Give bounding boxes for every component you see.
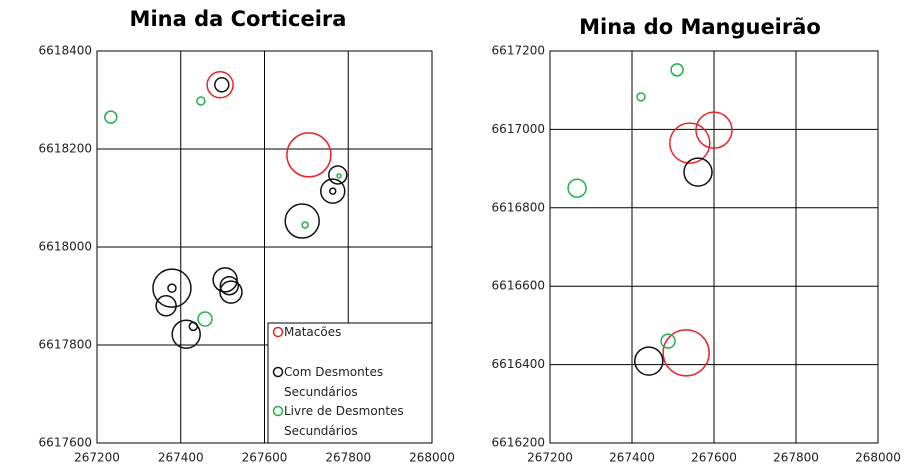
legend-label: Com Desmontes Secundários [284, 365, 384, 399]
bubble [197, 311, 213, 327]
legend-label: Matacões [284, 325, 342, 339]
bubble [286, 132, 332, 178]
y-tick-label: 6616800 [492, 200, 545, 214]
chart-title: Mina do Mangueirão [579, 15, 821, 39]
y-tick-label: 6618200 [39, 142, 92, 156]
x-tick-label: 267400 [158, 451, 204, 465]
y-tick-label: 6618000 [39, 240, 92, 254]
x-tick-label: 267600 [691, 451, 737, 465]
x-tick-label: 267600 [242, 451, 288, 465]
y-tick-label: 6616200 [492, 436, 545, 450]
y-tick-label: 6617200 [492, 44, 545, 58]
bubble [634, 346, 664, 376]
bubble [695, 111, 733, 149]
legend-marker [272, 405, 284, 417]
bubble [683, 157, 713, 187]
bubble [670, 63, 684, 77]
x-tick-label: 268000 [855, 451, 901, 465]
bubble [636, 92, 646, 102]
y-tick-label: 6616600 [492, 279, 545, 293]
x-tick-label: 268000 [409, 451, 455, 465]
bubble [320, 178, 346, 204]
bubble [152, 268, 192, 308]
legend-label: Livre de Desmontes Secundários [284, 404, 404, 438]
bubble [104, 110, 118, 124]
y-tick-label: 6617000 [492, 122, 545, 136]
bubble [206, 71, 234, 99]
bubble [219, 280, 243, 304]
bubble [284, 203, 320, 239]
bubble [167, 283, 177, 293]
legend-item: Com Desmontes Secundários [284, 365, 384, 399]
bubble [567, 178, 587, 198]
bubble [660, 333, 676, 349]
y-tick-label: 6617800 [39, 338, 92, 352]
y-tick-label: 6616400 [492, 357, 545, 371]
bubble [669, 122, 711, 164]
bubble [196, 96, 206, 106]
x-tick-label: 267800 [325, 451, 371, 465]
legend-marker [272, 326, 284, 338]
x-tick-label: 267800 [773, 451, 819, 465]
legend-item: Matacões [284, 325, 342, 339]
bubble [662, 329, 710, 377]
bubble [188, 321, 199, 332]
bubble [329, 187, 337, 195]
legend [267, 322, 433, 444]
bubble [155, 295, 177, 317]
bubble [336, 173, 342, 179]
bubble [219, 275, 240, 296]
x-tick-label: 267400 [609, 451, 655, 465]
y-tick-label: 6617600 [39, 436, 92, 450]
y-tick-label: 6618400 [39, 44, 92, 58]
x-tick-label: 267200 [527, 451, 573, 465]
bubble [214, 77, 230, 93]
bubble [328, 165, 348, 185]
bubble [171, 319, 201, 349]
legend-marker [272, 366, 284, 378]
chart-title: Mina da Corticeira [130, 7, 347, 31]
legend-item: Livre de Desmontes Secundários [284, 404, 404, 438]
x-tick-label: 267200 [74, 451, 120, 465]
bubble [212, 267, 238, 293]
bubble [301, 221, 309, 229]
